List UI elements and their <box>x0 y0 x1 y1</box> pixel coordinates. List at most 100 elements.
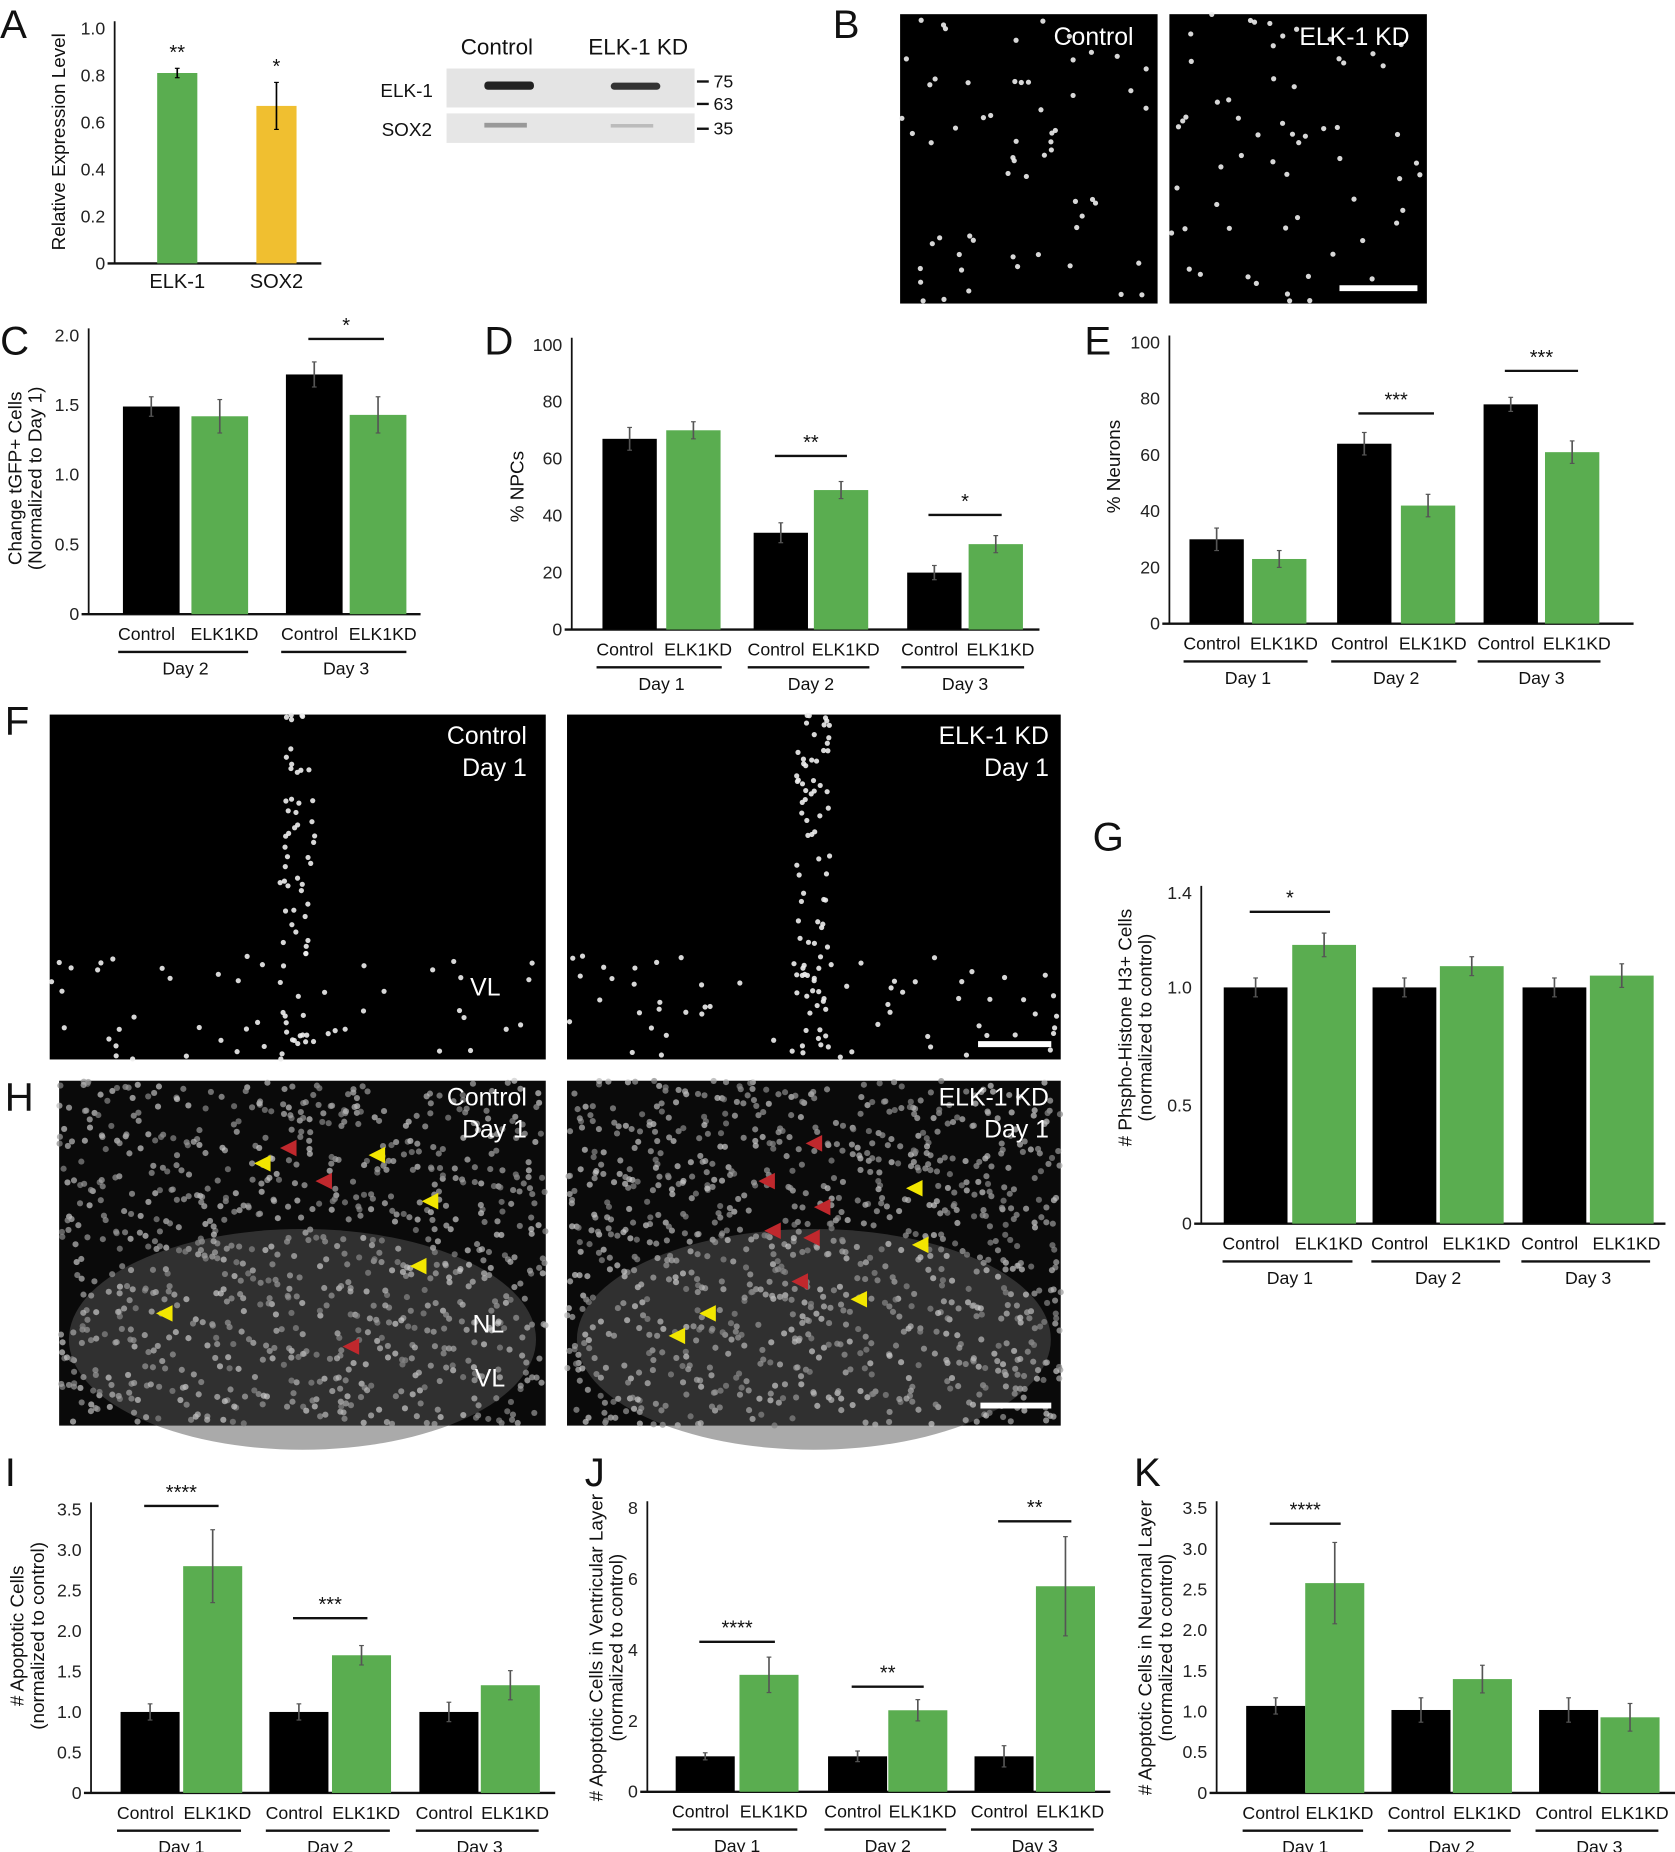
panel-letter-i: I <box>5 1450 16 1495</box>
group-label: Day 3 <box>1518 668 1564 688</box>
category-label: SOX2 <box>250 271 304 293</box>
y-tick-label: 1.5 <box>55 395 80 415</box>
bar <box>122 406 180 615</box>
panel-letter-d: D <box>484 318 513 363</box>
yellow-arrowhead-icon <box>911 1236 929 1254</box>
bar <box>349 414 407 615</box>
bar <box>1189 539 1244 624</box>
y-axis-label-line: (normalized to control) <box>1156 1554 1177 1742</box>
y-axis-label-line: (normalized to control) <box>28 1542 49 1730</box>
series-label-control: Control <box>1183 634 1240 654</box>
y-tick-label: 4 <box>628 1640 638 1660</box>
y-tick-label: 40 <box>1140 501 1160 521</box>
series-label-elk1kd: ELK1KD <box>1036 1802 1104 1822</box>
yellow-arrowhead-icon <box>668 1327 686 1345</box>
y-tick-label: 2.0 <box>55 325 80 345</box>
bar <box>1246 1705 1306 1793</box>
y-tick-label: 40 <box>543 506 563 526</box>
y-axis-label-line: (normalized to control) <box>1136 934 1157 1122</box>
category-label: ELK-1 <box>149 271 205 293</box>
image-b-label-elk1kd: ELK-1 KD <box>1299 24 1409 51</box>
series-label-control: Control <box>901 640 958 660</box>
blot-row-elk1: ELK-1 <box>380 81 432 102</box>
group-label: Day 3 <box>942 674 988 694</box>
significance-label: * <box>342 315 350 337</box>
blot-marker-63: 63 <box>713 94 733 114</box>
image-f-region-vl: VL <box>470 975 500 1002</box>
bar <box>1522 987 1587 1224</box>
y-tick-label: 3.0 <box>1183 1539 1208 1559</box>
y-tick-label: 2.0 <box>1183 1620 1208 1640</box>
group-label: Day 2 <box>1415 1268 1461 1288</box>
y-tick-label: 0.5 <box>55 534 80 554</box>
significance-label: * <box>1286 888 1294 910</box>
chart-e: 0 20 40 60 80 100 % Neurons Control ELK1KD Day 1 C… <box>1104 332 1634 688</box>
series-label-control: Control <box>266 1803 323 1823</box>
chart-g: 0 0.5 1.0 1.4 # Phspho-Histone H3+ Cells(nor… <box>1116 883 1666 1288</box>
series-label-control: Control <box>1222 1234 1279 1254</box>
y-tick-label: 3.5 <box>57 1499 82 1519</box>
panel-letter-k: K <box>1134 1450 1161 1495</box>
bar <box>331 1655 392 1793</box>
yellow-arrowhead-icon <box>155 1305 173 1322</box>
group-label: Day 2 <box>788 674 834 694</box>
bar <box>183 1566 243 1793</box>
bar <box>602 438 657 630</box>
bar <box>753 532 808 630</box>
series-label-elk1kd: ELK1KD <box>1443 1234 1511 1254</box>
y-tick-label: 1.0 <box>1167 977 1192 997</box>
panel-letter-c: C <box>0 318 29 363</box>
group-label: Day 2 <box>1429 1837 1475 1852</box>
significance-label: **** <box>1290 1500 1321 1522</box>
group-label: Day 2 <box>307 1837 353 1852</box>
image-b-control <box>900 14 1158 304</box>
yellow-arrowhead-icon <box>906 1179 923 1197</box>
western-blot: Control ELK-1 KD ELK-1 SOX2 75 63 35 <box>380 34 733 143</box>
panel-letter-h: H <box>5 1074 34 1119</box>
series-label-elk1kd: ELK1KD <box>1399 634 1467 654</box>
y-axis-label-line: % Neurons <box>1104 420 1125 513</box>
group-label: Day 1 <box>1282 1837 1328 1852</box>
series-label-control: Control <box>596 640 653 660</box>
y-axis-label: % Neurons <box>1104 420 1125 513</box>
series-label-control: Control <box>117 1803 174 1823</box>
y-tick-label: 2.5 <box>1183 1580 1208 1600</box>
series-label-control: Control <box>1388 1803 1445 1823</box>
image-h-region-vl: VL <box>475 1366 505 1393</box>
y-tick-label: 0 <box>95 253 105 273</box>
y-axis-label: # Apoptotic Cells(normalized to control) <box>8 1542 49 1730</box>
bar <box>907 572 962 630</box>
series-label-elk1kd: ELK1KD <box>967 640 1035 660</box>
y-axis-label: Change tGFP+ Cells(Normalized to Day 1) <box>5 387 46 571</box>
series-label-elk1kd: ELK1KD <box>481 1803 549 1823</box>
y-tick-label: 0.5 <box>57 1742 82 1762</box>
significance-label: * <box>961 491 969 513</box>
bar <box>1252 558 1307 624</box>
bar <box>813 490 869 630</box>
chart-k: 0 0.5 1.0 1.5 2.0 2.5 3.0 3.5 # Apoptotic Cells … <box>1136 1498 1675 1852</box>
series-label-control: Control <box>1521 1234 1578 1254</box>
y-tick-label: 0 <box>69 604 79 624</box>
y-tick-label: 0 <box>628 1782 638 1802</box>
group-label: Day 3 <box>456 1837 502 1852</box>
y-tick-label: 1.0 <box>57 1702 82 1722</box>
y-tick-label: 1.0 <box>81 18 106 38</box>
y-tick-label: 8 <box>628 1498 638 1518</box>
series-label-elk1kd: ELK1KD <box>191 624 259 644</box>
y-axis-label-line: (normalized to control) <box>607 1554 628 1742</box>
y-tick-label: 100 <box>1130 332 1160 352</box>
bar <box>1439 966 1504 1224</box>
yellow-arrowhead-icon <box>254 1155 271 1172</box>
series-label-control: Control <box>416 1803 473 1823</box>
significance-label: ** <box>803 432 819 454</box>
series-label-elk1kd: ELK1KD <box>889 1802 957 1822</box>
bar <box>1223 987 1288 1224</box>
y-tick-label: 1.0 <box>55 465 80 485</box>
micrographs: Control ELK-1 KD Control Day 1 ELK-1 KD … <box>48 11 1427 1450</box>
image-h-region-nl: NL <box>473 1311 505 1338</box>
red-arrowhead-icon <box>342 1338 360 1355</box>
bar <box>1452 1679 1512 1793</box>
significance-label: *** <box>318 1594 342 1616</box>
significance-label: **** <box>166 1482 197 1504</box>
